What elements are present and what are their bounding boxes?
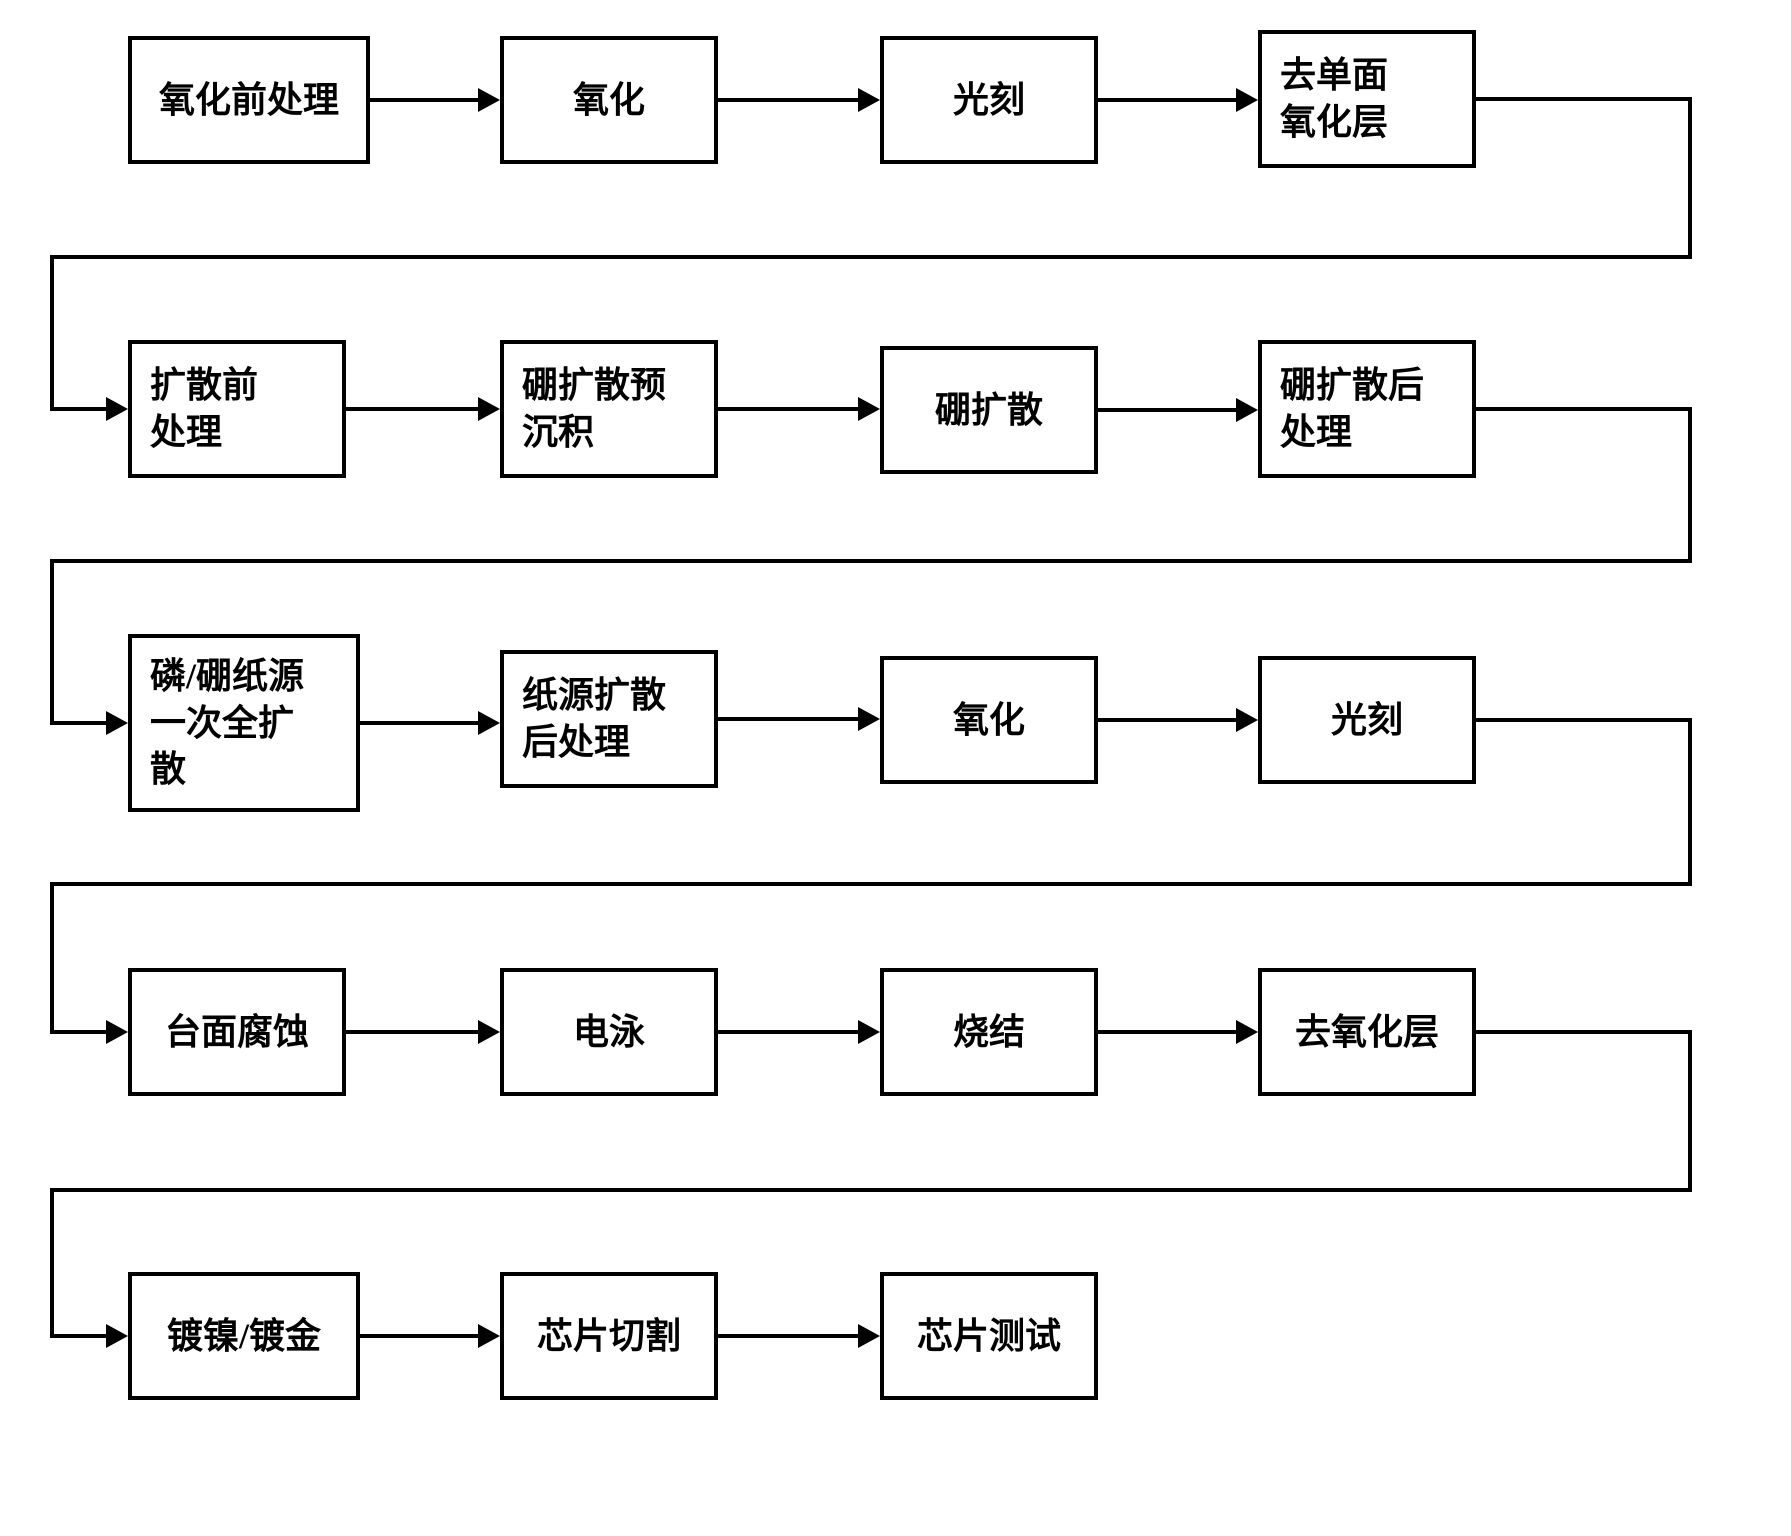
flow-node-label: 光刻 — [953, 77, 1025, 124]
flow-node-n19: 芯片测试 — [880, 1272, 1098, 1400]
arrowhead-icon — [858, 1020, 880, 1044]
arrowhead-icon — [106, 1020, 128, 1044]
connector-line — [1098, 718, 1254, 722]
arrowhead-icon — [858, 88, 880, 112]
flow-node-label: 烧结 — [953, 1009, 1025, 1056]
connector-line — [718, 1030, 876, 1034]
flow-node-n18: 芯片切割 — [500, 1272, 718, 1400]
flow-node-label: 镀镍/镀金 — [167, 1313, 321, 1360]
flow-node-n1: 氧化前处理 — [128, 36, 370, 164]
flow-node-n13: 台面腐蚀 — [128, 968, 346, 1096]
flow-node-n9: 磷/硼纸源 一次全扩 散 — [128, 634, 360, 812]
connector-line — [1098, 1030, 1254, 1034]
flow-node-n5: 扩散前 处理 — [128, 340, 346, 478]
connector-line — [360, 1334, 496, 1338]
flow-node-label: 芯片切割 — [537, 1313, 681, 1360]
flow-node-label: 氧化 — [573, 77, 645, 124]
arrowhead-icon — [478, 1324, 500, 1348]
connector-line — [1476, 97, 1690, 101]
flow-node-n7: 硼扩散 — [880, 346, 1098, 474]
flow-node-label: 电泳 — [573, 1009, 645, 1056]
flow-node-label: 芯片测试 — [917, 1313, 1061, 1360]
connector-line — [52, 559, 1692, 563]
connector-line — [50, 255, 54, 411]
connector-line — [1688, 1030, 1692, 1192]
connector-line — [50, 559, 54, 725]
flow-node-n12: 光刻 — [1258, 656, 1476, 784]
connector-line — [1688, 97, 1692, 259]
flow-node-n14: 电泳 — [500, 968, 718, 1096]
flow-node-n8: 硼扩散后 处理 — [1258, 340, 1476, 478]
connector-line — [1476, 718, 1690, 722]
arrowhead-icon — [106, 711, 128, 735]
flow-node-label: 扩散前 处理 — [150, 362, 258, 456]
flow-node-label: 台面腐蚀 — [165, 1009, 309, 1056]
connector-line — [52, 882, 1692, 886]
flow-node-n17: 镀镍/镀金 — [128, 1272, 360, 1400]
flow-node-n15: 烧结 — [880, 968, 1098, 1096]
connector-line — [1476, 407, 1690, 411]
flow-node-label: 硼扩散预 沉积 — [522, 362, 666, 456]
connector-line — [1098, 98, 1254, 102]
arrowhead-icon — [478, 1020, 500, 1044]
connector-line — [360, 721, 496, 725]
connector-line — [718, 407, 876, 411]
connector-line — [718, 1334, 876, 1338]
connector-line — [50, 1188, 54, 1338]
flow-node-n16: 去氧化层 — [1258, 968, 1476, 1096]
arrowhead-icon — [858, 397, 880, 421]
connector-line — [346, 1030, 496, 1034]
flow-node-label: 去单面 氧化层 — [1280, 52, 1388, 146]
arrowhead-icon — [106, 397, 128, 421]
connector-line — [50, 882, 54, 1034]
connector-line — [346, 407, 496, 411]
connector-line — [52, 255, 1692, 259]
connector-line — [52, 1188, 1692, 1192]
flow-node-label: 去氧化层 — [1295, 1009, 1439, 1056]
arrowhead-icon — [478, 88, 500, 112]
arrowhead-icon — [1236, 1020, 1258, 1044]
flow-node-n2: 氧化 — [500, 36, 718, 164]
flow-node-n10: 纸源扩散 后处理 — [500, 650, 718, 788]
flow-node-label: 氧化前处理 — [159, 77, 339, 124]
arrowhead-icon — [478, 711, 500, 735]
arrowhead-icon — [1236, 708, 1258, 732]
flow-node-label: 纸源扩散 后处理 — [522, 672, 666, 766]
connector-line — [1688, 718, 1692, 886]
flowchart-container: 氧化前处理氧化光刻去单面 氧化层扩散前 处理硼扩散预 沉积硼扩散硼扩散后 处理磷… — [0, 0, 1791, 1536]
arrowhead-icon — [478, 397, 500, 421]
flow-node-n11: 氧化 — [880, 656, 1098, 784]
connector-line — [1476, 1030, 1690, 1034]
flow-node-label: 硼扩散后 处理 — [1280, 362, 1424, 456]
arrowhead-icon — [858, 707, 880, 731]
arrowhead-icon — [1236, 398, 1258, 422]
flow-node-label: 磷/硼纸源 一次全扩 散 — [150, 653, 304, 793]
flow-node-label: 氧化 — [953, 697, 1025, 744]
arrowhead-icon — [106, 1324, 128, 1348]
connector-line — [718, 717, 876, 721]
connector-line — [1688, 407, 1692, 563]
connector-line — [718, 98, 876, 102]
flow-node-label: 硼扩散 — [935, 387, 1043, 434]
flow-node-n4: 去单面 氧化层 — [1258, 30, 1476, 168]
arrowhead-icon — [858, 1324, 880, 1348]
connector-line — [1098, 408, 1254, 412]
flow-node-label: 光刻 — [1331, 697, 1403, 744]
arrowhead-icon — [1236, 88, 1258, 112]
flow-node-n6: 硼扩散预 沉积 — [500, 340, 718, 478]
flow-node-n3: 光刻 — [880, 36, 1098, 164]
